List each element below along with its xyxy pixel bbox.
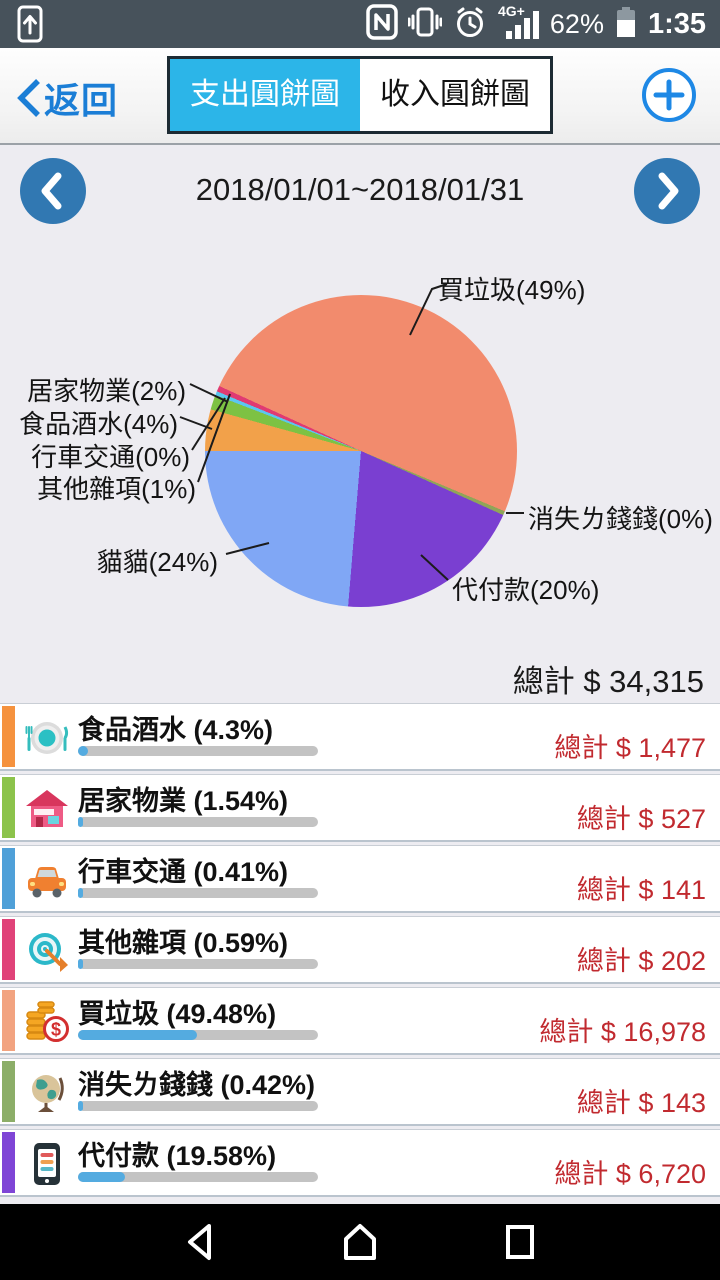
category-progress-track xyxy=(78,1030,318,1040)
pie-label: 其他雜項(1%) xyxy=(37,474,196,504)
pie-label: 買垃圾(49%) xyxy=(438,275,586,305)
category-color-bar xyxy=(2,990,15,1051)
category-total: 總計 $ 202 xyxy=(576,946,706,976)
pie-leader-lines xyxy=(179,283,524,581)
nav-recents-icon[interactable] xyxy=(497,1219,543,1265)
category-total: 總計 $ 143 xyxy=(576,1088,706,1118)
category-progress-fill xyxy=(78,1101,83,1111)
category-total: 總計 $ 141 xyxy=(576,875,706,905)
signal-4g-icon: 4G+ xyxy=(498,3,540,46)
category-name: 居家物業 (1.54%) xyxy=(78,786,289,816)
category-total: 總計 $ 6,720 xyxy=(554,1159,706,1189)
category-progress-fill xyxy=(78,1172,125,1182)
tab-income-pie[interactable]: 收入圓餅圖 xyxy=(360,59,550,131)
grand-total: 總計 $ 34,315 xyxy=(512,664,704,699)
nav-home-icon[interactable] xyxy=(337,1219,383,1265)
category-total: 總計 $ 16,978 xyxy=(539,1017,706,1047)
category-name: 其他雜項 (0.59%) xyxy=(78,928,289,958)
category-row-lost-money[interactable]: 消失ㄌ錢錢 (0.42%) 總計 $ 143 xyxy=(0,1058,720,1126)
category-color-bar xyxy=(2,706,15,767)
pie-label: 行車交通(0%) xyxy=(31,442,190,472)
category-progress-fill xyxy=(78,888,83,898)
battery-icon xyxy=(614,4,638,45)
category-progress-fill xyxy=(78,959,83,969)
category-progress-fill xyxy=(78,746,89,756)
pie-graphic xyxy=(205,295,517,607)
phone-icon xyxy=(24,1141,70,1187)
target-icon xyxy=(24,928,70,974)
dining-icon xyxy=(24,715,70,761)
android-navbar xyxy=(0,1204,720,1280)
pie-label: 食品酒水(4%) xyxy=(19,409,178,439)
category-color-bar xyxy=(2,1132,15,1193)
back-label: 返回 xyxy=(44,80,119,121)
category-name: 代付款 (19.58%) xyxy=(78,1141,277,1171)
category-name: 消失ㄌ錢錢 (0.42%) xyxy=(78,1070,316,1100)
date-range: 2018/01/01~2018/01/31 xyxy=(195,172,525,207)
category-progress-track xyxy=(78,888,318,898)
data-transfer-phone-icon xyxy=(14,4,46,44)
vibrate-icon xyxy=(407,4,443,45)
battery-percent: 62% xyxy=(549,8,604,39)
category-row-misc[interactable]: 其他雜項 (0.59%) 總計 $ 202 xyxy=(0,916,720,984)
svg-text:4G+: 4G+ xyxy=(498,3,525,19)
category-progress-track xyxy=(78,817,318,827)
chevron-left-icon xyxy=(41,172,62,210)
category-color-bar xyxy=(2,919,15,980)
next-period-button[interactable] xyxy=(634,158,700,224)
category-progress-track xyxy=(78,1101,318,1111)
status-bar: 4G+ 62% 1:35 xyxy=(0,0,720,48)
category-color-bar xyxy=(2,1061,15,1122)
category-color-bar xyxy=(2,777,15,838)
pie-label: 代付款(20%) xyxy=(452,575,600,605)
previous-period-button[interactable] xyxy=(20,158,86,224)
category-name: 行車交通 (0.41%) xyxy=(78,857,289,887)
car-icon xyxy=(24,857,70,903)
nav-back-icon[interactable] xyxy=(177,1219,223,1265)
category-row-home[interactable]: 居家物業 (1.54%) 總計 $ 527 xyxy=(0,774,720,842)
category-row-payments[interactable]: 代付款 (19.58%) 總計 $ 6,720 xyxy=(0,1129,720,1197)
alarm-clock-icon xyxy=(452,4,488,45)
category-row-transport[interactable]: 行車交通 (0.41%) 總計 $ 141 xyxy=(0,845,720,913)
header: 返回 支出圓餅圖 收入圓餅圖 xyxy=(0,48,720,145)
svg-text:$: $ xyxy=(51,1020,61,1040)
category-progress-track xyxy=(78,746,318,756)
category-name: 買垃圾 (49.48%) xyxy=(78,999,277,1029)
back-chevron-icon xyxy=(17,79,40,117)
category-name: 食品酒水 (4.3%) xyxy=(78,715,274,745)
category-progress-fill xyxy=(78,817,83,827)
chart-type-tabs: 支出圓餅圖 收入圓餅圖 xyxy=(167,56,553,134)
clock-time: 1:35 xyxy=(647,7,706,40)
category-total: 總計 $ 1,477 xyxy=(554,733,706,763)
category-row-shopping[interactable]: $ 買垃圾 (49.48%) 總計 $ 16,978 xyxy=(0,987,720,1055)
category-total: 總計 $ 527 xyxy=(576,804,706,834)
category-progress-track xyxy=(78,959,318,969)
globe-icon xyxy=(24,1070,70,1116)
back-button[interactable]: 返回 xyxy=(14,72,118,124)
coins-icon: $ xyxy=(24,999,70,1045)
house-icon xyxy=(24,786,70,832)
pie-chart: 買垃圾(49%) 居家物業(2%) 食品酒水(4%) 行車交通(0%) 其他雜項… xyxy=(0,232,720,652)
category-list: 食品酒水 (4.3%) 總計 $ 1,477 居家物業 (1.54%) 總計 $… xyxy=(0,703,720,1204)
nfc-icon xyxy=(366,3,398,45)
category-color-bar xyxy=(2,848,15,909)
add-record-button[interactable] xyxy=(640,66,698,129)
pie-label: 貓貓(24%) xyxy=(96,547,218,577)
chart-panel: 2018/01/01~2018/01/31 買垃圾(49%) 居家物業(2% xyxy=(0,147,720,703)
pie-label: 消失ㄌ錢錢(0%) xyxy=(528,504,713,534)
category-progress-track xyxy=(78,1172,318,1182)
chevron-right-icon xyxy=(658,172,679,210)
category-row-food[interactable]: 食品酒水 (4.3%) 總計 $ 1,477 xyxy=(0,703,720,771)
pie-label: 居家物業(2%) xyxy=(27,376,186,406)
tab-expense-pie[interactable]: 支出圓餅圖 xyxy=(170,59,360,131)
category-progress-fill xyxy=(78,1030,197,1040)
